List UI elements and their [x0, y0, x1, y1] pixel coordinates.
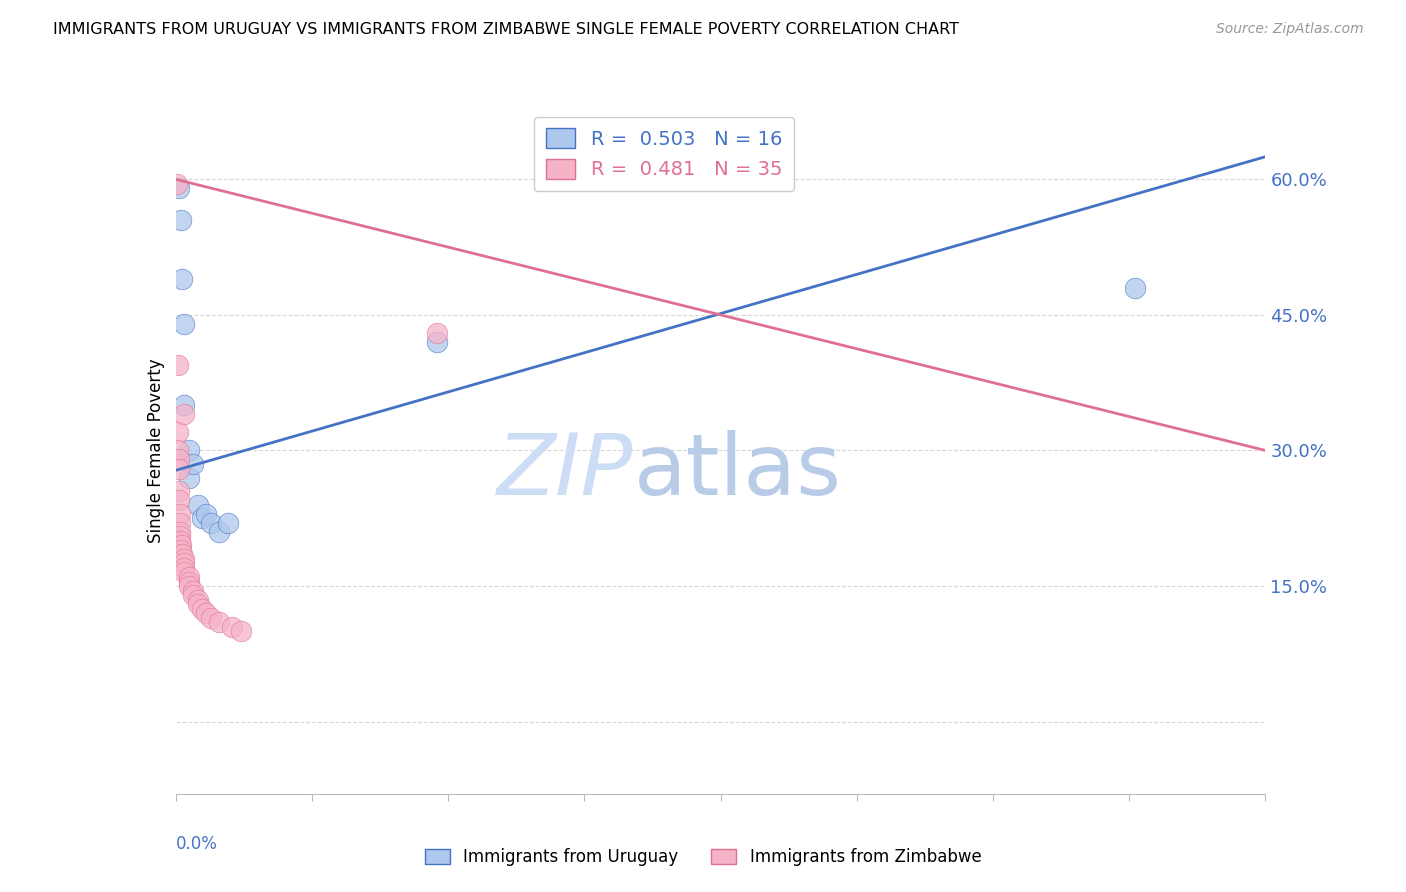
Y-axis label: Single Female Poverty: Single Female Poverty: [146, 359, 165, 542]
Point: [170, 542, 193, 557]
Point: [173, 561, 195, 575]
Point: [208, 615, 231, 630]
Point: [173, 317, 195, 331]
Point: [173, 557, 195, 571]
Point: [186, 597, 209, 611]
Legend: Immigrants from Uruguay, Immigrants from Zimbabwe: Immigrants from Uruguay, Immigrants from…: [418, 842, 988, 873]
Text: 0.0%: 0.0%: [176, 835, 218, 853]
Point: [181, 588, 204, 602]
Text: IMMIGRANTS FROM URUGUAY VS IMMIGRANTS FROM ZIMBABWE SINGLE FEMALE POVERTY CORREL: IMMIGRANTS FROM URUGUAY VS IMMIGRANTS FR…: [53, 22, 959, 37]
Point: [177, 470, 200, 484]
Point: [172, 548, 194, 562]
Point: [173, 407, 195, 421]
Point: [177, 574, 200, 589]
Point: [173, 566, 195, 580]
Point: [177, 570, 200, 584]
Point: [181, 583, 204, 598]
Point: [177, 579, 200, 593]
Point: [186, 498, 209, 512]
Point: [177, 443, 200, 458]
Point: [217, 516, 239, 530]
Point: [173, 552, 195, 566]
Point: [172, 271, 194, 285]
Point: [167, 452, 190, 467]
Point: [231, 624, 253, 639]
Point: [169, 529, 191, 543]
Point: [170, 213, 193, 227]
Point: [167, 181, 190, 195]
Point: [167, 484, 190, 499]
Legend: R =  0.503   N = 16, R =  0.481   N = 35: R = 0.503 N = 16, R = 0.481 N = 35: [534, 117, 794, 191]
Text: Source: ZipAtlas.com: Source: ZipAtlas.com: [1216, 22, 1364, 37]
Point: [208, 524, 231, 539]
Point: [169, 516, 191, 530]
Point: [167, 443, 190, 458]
Point: [170, 538, 193, 552]
Point: [181, 457, 204, 471]
Point: [169, 507, 191, 521]
Point: [200, 516, 222, 530]
Text: atlas: atlas: [633, 430, 841, 513]
Point: [191, 511, 214, 525]
Point: [191, 601, 214, 615]
Point: [186, 592, 209, 607]
Point: [169, 524, 191, 539]
Point: [195, 606, 218, 620]
Text: ZIP: ZIP: [498, 430, 633, 513]
Point: [169, 533, 191, 548]
Point: [166, 177, 188, 191]
Point: [173, 398, 195, 412]
Point: [195, 507, 218, 521]
Point: [426, 326, 449, 340]
Point: [167, 425, 190, 440]
Point: [167, 461, 190, 475]
Point: [200, 610, 222, 624]
Point: [426, 334, 449, 349]
Point: [167, 493, 190, 508]
Point: [221, 620, 243, 634]
Point: [167, 358, 190, 372]
Point: [1123, 281, 1146, 295]
